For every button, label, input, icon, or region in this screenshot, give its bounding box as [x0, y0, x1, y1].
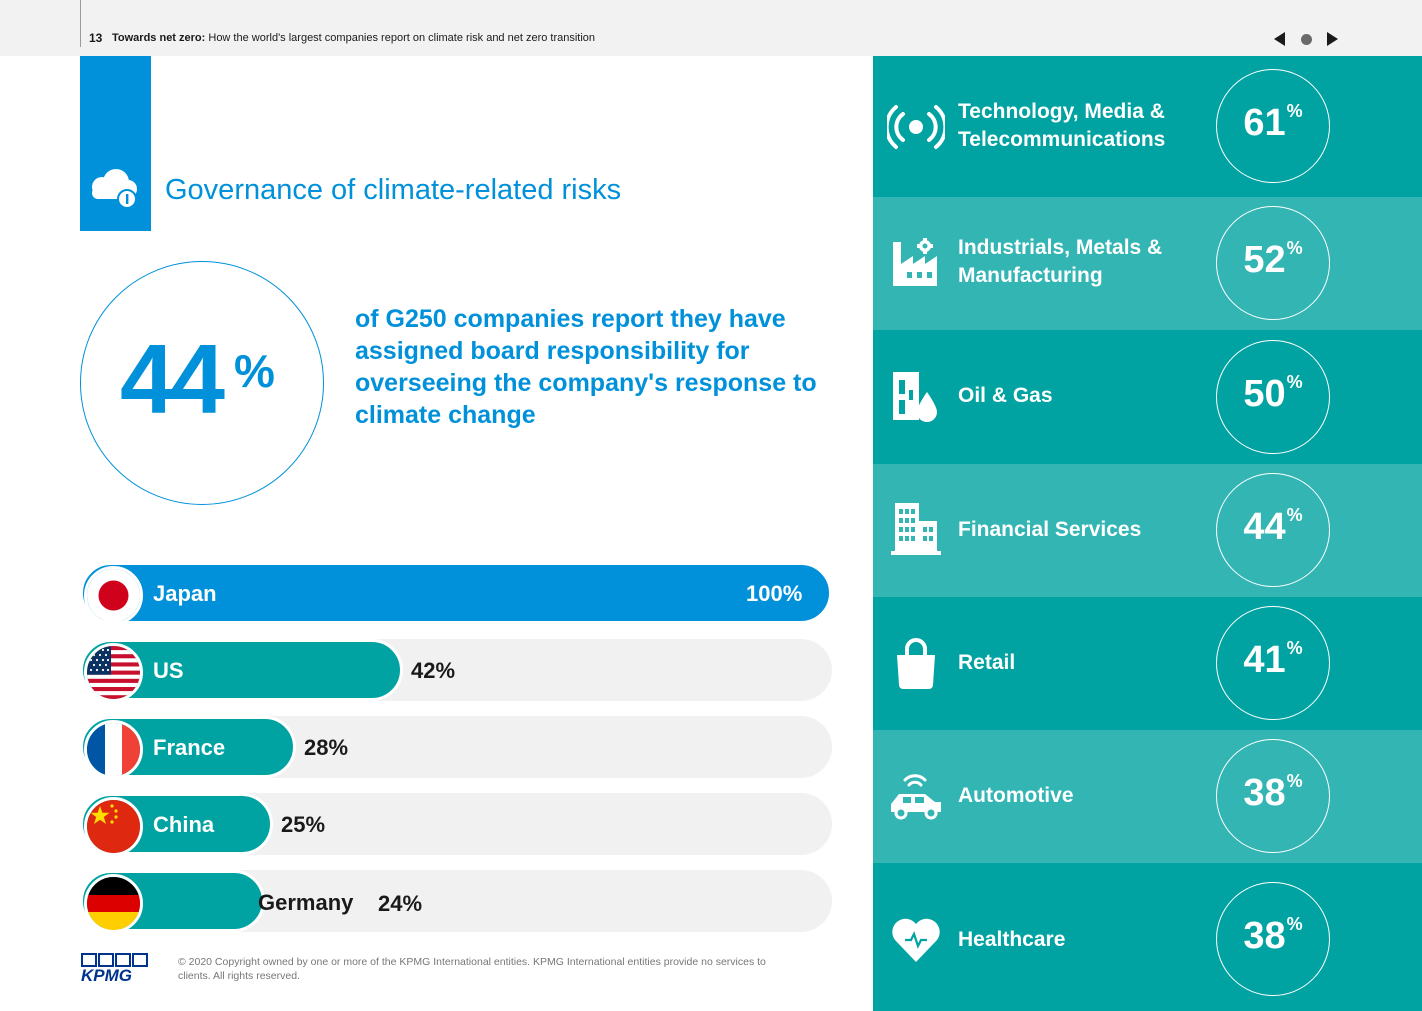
connected-car-icon	[891, 774, 941, 820]
sector-value: 41%	[1243, 638, 1303, 681]
sector-value: 52%	[1243, 238, 1303, 281]
sector-value-circle: 52%	[1216, 206, 1330, 320]
sector-row-automotive: Automotive 38%	[873, 730, 1422, 863]
country-name-france: France	[153, 735, 226, 760]
china-flag-icon	[84, 797, 143, 856]
country-value-germany: 24%	[378, 891, 423, 916]
home-dot-button[interactable]	[1297, 30, 1315, 48]
shopping-bag-icon	[897, 638, 935, 689]
germany-flag-icon	[84, 874, 143, 933]
sector-name: Healthcare	[958, 928, 1066, 951]
document-title: Towards net zero: How the world's larges…	[112, 32, 595, 44]
sector-value: 44%	[1243, 505, 1303, 548]
country-name-germany: Germany	[258, 890, 354, 915]
sector-name: Financial Services	[958, 518, 1142, 541]
page-header: 13 Towards net zero: How the world's lar…	[0, 0, 1422, 56]
sector-value-circle: 44%	[1216, 473, 1330, 587]
headline-circle	[80, 261, 324, 505]
country-value-china: 25%	[281, 812, 326, 837]
oil-drop-icon	[893, 372, 937, 422]
country-name-china: China	[153, 812, 215, 837]
country-value-france: 28%	[304, 735, 349, 760]
page-number: 13	[89, 31, 103, 45]
section-title: Governance of climate-related risks	[165, 174, 622, 206]
document-title-bold: Towards net zero:	[112, 32, 206, 44]
bar-fill-japan	[80, 562, 832, 624]
sector-value: 50%	[1243, 372, 1303, 415]
copyright-notice: © 2020 Copyright owned by one or more of…	[178, 956, 766, 982]
japan-flag-icon	[84, 566, 143, 625]
sector-value: 61%	[1243, 101, 1303, 144]
sector-value-circle: 50%	[1216, 340, 1330, 454]
next-page-button[interactable]	[1323, 30, 1341, 48]
kpmg-logo: KPMG	[80, 953, 150, 985]
broadcast-icon	[887, 105, 945, 149]
sector-row-industrials: Industrials, Metals & Manufacturing 52%	[873, 197, 1422, 330]
sector-name: Industrials, Metals & Manufacturing	[958, 236, 1163, 287]
header-divider	[80, 0, 81, 47]
headline-statement: of G250 companies report they have assig…	[355, 305, 817, 429]
sector-value: 38%	[1243, 914, 1303, 957]
country-value-us: 42%	[411, 658, 456, 683]
sector-row-healthcare: Healthcare 38%	[873, 863, 1422, 1011]
sector-name: Oil & Gas	[958, 384, 1053, 407]
sector-row-oil-gas: Oil & Gas 50%	[873, 330, 1422, 464]
country-name-us: US	[153, 658, 184, 683]
home-dot-icon	[1300, 33, 1312, 45]
previous-page-button[interactable]	[1270, 30, 1288, 48]
kpmg-logo-text: KPMG	[81, 966, 132, 983]
factory-icon	[893, 238, 937, 286]
us-flag-icon	[84, 643, 143, 702]
section-tab	[80, 56, 151, 231]
sector-name: Automotive	[958, 784, 1074, 807]
country-name-japan: Japan	[153, 581, 217, 606]
sector-value-circle: 61%	[1216, 69, 1330, 183]
document-title-rest: How the world's largest companies report…	[208, 32, 596, 44]
sector-value-circle: 41%	[1216, 606, 1330, 720]
sector-row-retail: Retail 41%	[873, 597, 1422, 730]
sector-name: Retail	[958, 651, 1016, 674]
france-flag-icon	[84, 720, 143, 779]
country-value-japan: 100%	[746, 581, 803, 606]
sector-value: 38%	[1243, 771, 1303, 814]
headline-unit: %	[234, 345, 275, 397]
headline-value: 44	[120, 324, 225, 434]
heart-icon	[892, 918, 940, 962]
previous-page-icon	[1273, 32, 1285, 46]
sector-row-technology: Technology, Media & Telecommunications 6…	[873, 56, 1422, 197]
sector-value-circle: 38%	[1216, 882, 1330, 996]
sector-value-circle: 38%	[1216, 739, 1330, 853]
sector-name: Technology, Media & Telecommunications	[958, 100, 1166, 151]
cloud-icon	[92, 169, 137, 209]
next-page-icon	[1326, 32, 1338, 46]
building-icon	[891, 503, 941, 555]
sector-row-financial-services: Financial Services 44%	[873, 464, 1422, 597]
sector-panel: Technology, Media & Telecommunications 6…	[873, 56, 1422, 1011]
